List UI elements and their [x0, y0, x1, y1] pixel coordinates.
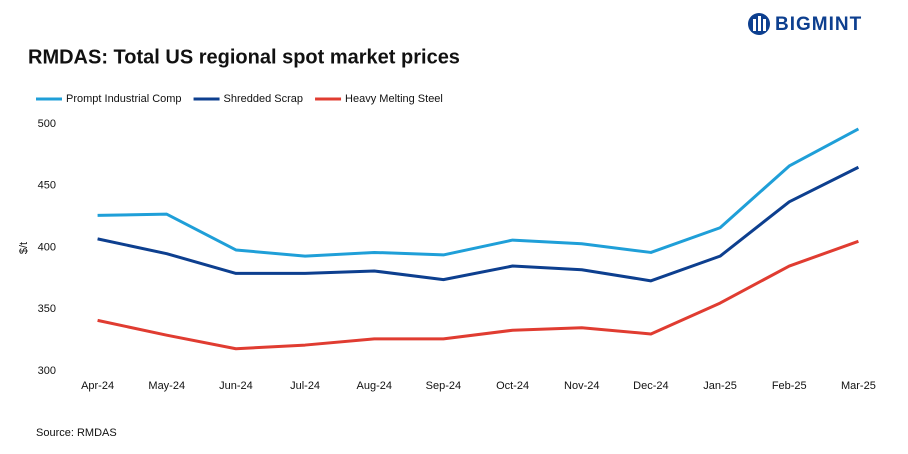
series-line — [97, 165, 860, 283]
y-tick-label: 400 — [38, 241, 56, 253]
y-tick-label: 350 — [38, 303, 56, 315]
y-tick-label: 300 — [38, 365, 56, 377]
y-tick-label: 450 — [38, 180, 56, 192]
source: Source: RMDAS — [36, 427, 117, 439]
x-tick-label: May-24 — [148, 380, 185, 392]
series-line — [97, 127, 860, 258]
legend-label: Prompt Industrial Comp — [66, 93, 182, 105]
y-tick-label: 500 — [38, 118, 56, 130]
x-tick-label: Aug-24 — [357, 380, 392, 392]
x-tick-label: Nov-24 — [564, 380, 599, 392]
x-tick-label: Oct-24 — [496, 380, 529, 392]
x-tick-label: Dec-24 — [633, 380, 668, 392]
x-tick-label: Jun-24 — [219, 380, 253, 392]
y-axis-label: $/t — [18, 242, 30, 254]
x-tick-label: Sep-24 — [426, 380, 461, 392]
legend-label: Shredded Scrap — [224, 93, 304, 105]
logo-text: BIGMINT — [775, 14, 862, 35]
logo-icon-bar — [753, 19, 756, 31]
series-line — [97, 239, 859, 351]
logo-icon-bar — [763, 19, 766, 31]
logo: BIGMINT — [748, 13, 862, 35]
logo-icon-bar — [758, 16, 761, 31]
x-tick-label: Jul-24 — [290, 380, 320, 392]
chart-title: RMDAS: Total US regional spot market pri… — [28, 46, 460, 68]
x-tick-label: Jan-25 — [703, 380, 737, 392]
x-tick-label: Feb-25 — [772, 380, 807, 392]
x-tick-label: Apr-24 — [81, 380, 114, 392]
legend-label: Heavy Melting Steel — [345, 93, 443, 105]
x-tick-label: Mar-25 — [841, 380, 876, 392]
